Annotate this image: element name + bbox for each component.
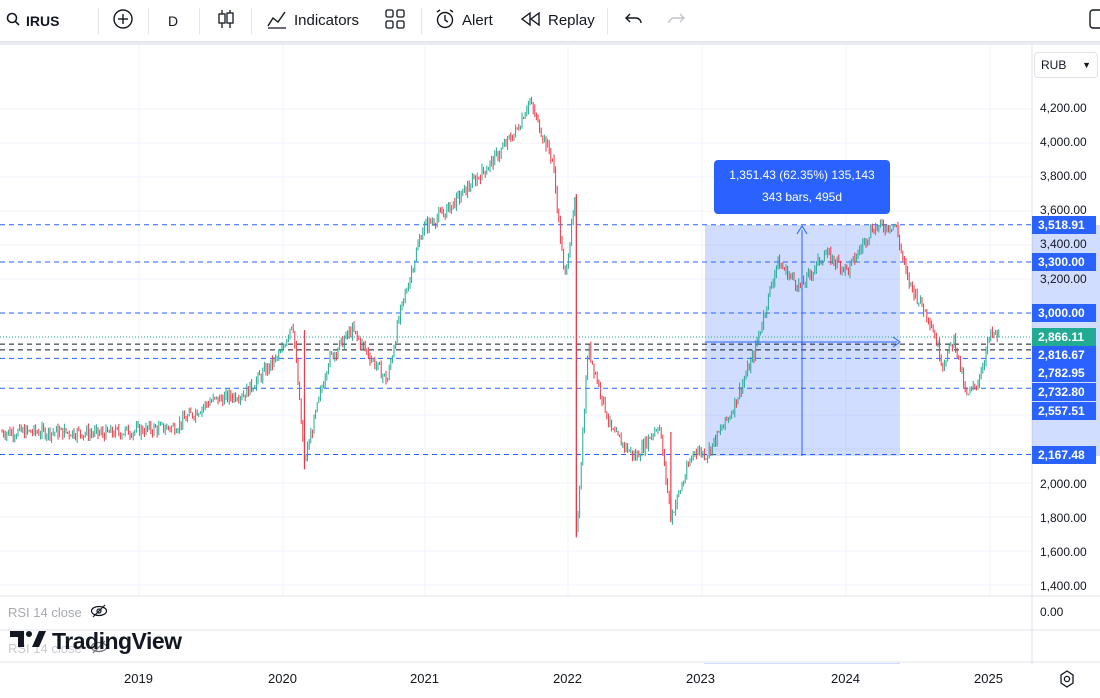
interval-button[interactable]: D — [168, 0, 178, 42]
interval-label: D — [168, 12, 179, 29]
price-label: 1,600.00 — [1040, 545, 1087, 559]
price-label: 2,000.00 — [1040, 477, 1087, 491]
tv-logo-icon — [10, 628, 46, 655]
indicators-button[interactable]: Indicators — [266, 0, 359, 42]
toolbar-shadow — [0, 42, 1100, 45]
year-label: 2025 — [974, 671, 1003, 686]
eye-off-icon — [90, 640, 108, 657]
rsi-label: RSI 14 close — [8, 641, 82, 656]
currency-label: RUB — [1041, 58, 1067, 72]
price-tag: 2,782.95 — [1032, 364, 1096, 382]
price-label: 3,800.00 — [1040, 169, 1087, 183]
redo-icon — [666, 11, 686, 31]
year-label: 2019 — [124, 671, 153, 686]
brand-name: TradingView — [52, 628, 182, 654]
price-chart[interactable] — [0, 44, 1100, 664]
price-tag: 3,000.00 — [1032, 304, 1096, 322]
divider — [148, 8, 149, 34]
settings-gear-icon[interactable] — [1058, 670, 1076, 693]
price-label: 4,200.00 — [1040, 101, 1087, 115]
price-tag: 2,732.80 — [1032, 383, 1096, 401]
rsi-legend[interactable]: RSI 14 close — [8, 604, 108, 621]
year-label: 2021 — [410, 671, 439, 686]
grid-icon — [384, 8, 406, 34]
currency-select[interactable]: RUB ▼ — [1034, 52, 1098, 78]
price-label: 1,400.00 — [1040, 579, 1087, 593]
candles-icon — [216, 8, 236, 34]
price-label: 3,400.00 — [1040, 237, 1087, 251]
price-tag: 3,518.91 — [1032, 216, 1096, 234]
chevron-down-icon: ▼ — [1082, 60, 1091, 70]
replay-label: Replay — [548, 12, 595, 29]
chart-grid — [0, 44, 1032, 596]
year-label: 2022 — [553, 671, 582, 686]
measure-arrow-head-right — [892, 336, 901, 348]
top-toolbar: IRUS D Indicators Alert R — [0, 0, 1100, 42]
alert-label: Alert — [462, 12, 493, 29]
measure-change: 1,351.43 (62.35%) 135,143 — [729, 168, 875, 182]
divider — [607, 8, 608, 34]
add-circle-icon — [112, 8, 134, 34]
fullscreen-button[interactable] — [1088, 0, 1100, 42]
year-label: 2024 — [831, 671, 860, 686]
price-label: 1,800.00 — [1040, 511, 1087, 525]
divider — [98, 8, 99, 34]
symbol-search[interactable]: IRUS — [6, 0, 59, 42]
year-label: 2020 — [268, 671, 297, 686]
redo-button[interactable] — [666, 0, 686, 42]
measure-bars: 343 bars, 495d — [761, 190, 843, 204]
replay-button[interactable]: Replay — [520, 0, 595, 42]
symbol-label: IRUS — [26, 12, 60, 29]
horizontal-levels — [0, 224, 1032, 456]
chart-type-button[interactable] — [216, 0, 236, 42]
divider — [421, 8, 422, 34]
divider — [199, 8, 200, 34]
rsi-label: RSI 14 close — [8, 605, 82, 620]
measure-tooltip: 1,351.43 (62.35%) 135,143 343 bars, 495d — [714, 160, 890, 214]
divider — [251, 8, 252, 34]
indicators-label: Indicators — [294, 12, 360, 29]
price-label: 3,200.00 — [1040, 272, 1087, 286]
tradingview-logo[interactable]: TradingView — [10, 628, 182, 655]
alarm-clock-icon — [434, 8, 456, 34]
time-axis-highlight — [704, 663, 900, 664]
square-icon — [1088, 8, 1100, 34]
last-price-tag: 2,866.11 — [1032, 328, 1096, 346]
price-tag: 2,816.67 — [1032, 346, 1096, 364]
price-tag: 3,300.00 — [1032, 253, 1096, 271]
measure-arrow-head-up — [796, 225, 808, 235]
eye-off-icon[interactable] — [90, 604, 108, 621]
price-candles — [1, 96, 1000, 538]
rewind-icon — [520, 11, 542, 31]
indicators-icon — [266, 8, 288, 34]
layouts-button[interactable] — [384, 0, 406, 42]
undo-icon — [624, 11, 644, 31]
alert-button[interactable]: Alert — [434, 0, 493, 42]
compare-button[interactable] — [112, 0, 134, 42]
price-label: 3,600.00 — [1040, 203, 1087, 217]
rsi-value: 0.00 — [1040, 605, 1064, 619]
rsi-legend-ghost: RSI 14 close — [8, 640, 108, 657]
price-tag: 2,167.48 — [1032, 446, 1096, 464]
price-tag: 2,557.51 — [1032, 402, 1096, 420]
price-label: 4,000.00 — [1040, 135, 1087, 149]
search-icon — [6, 12, 20, 30]
year-label: 2023 — [686, 671, 715, 686]
undo-button[interactable] — [624, 0, 644, 42]
